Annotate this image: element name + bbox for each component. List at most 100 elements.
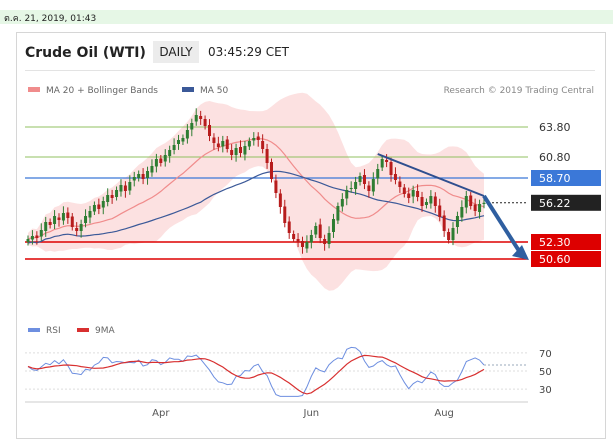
candle-body bbox=[469, 195, 473, 206]
candle-body bbox=[433, 196, 437, 206]
candle-body bbox=[362, 175, 366, 184]
candle-body bbox=[345, 190, 349, 199]
timeframe-badge[interactable]: DAILY bbox=[153, 41, 199, 63]
candle-body bbox=[163, 155, 167, 162]
candle-body bbox=[208, 125, 212, 136]
candle-body bbox=[39, 230, 43, 237]
support-label-box bbox=[531, 234, 601, 250]
x-tick-label: Apr bbox=[152, 408, 170, 419]
candle-body bbox=[447, 232, 451, 240]
candle-body bbox=[66, 212, 70, 218]
candle-body bbox=[318, 224, 322, 238]
candle-body bbox=[230, 150, 234, 155]
candle-body bbox=[438, 205, 442, 217]
ma50-legend-swatch bbox=[182, 87, 194, 92]
ma20-line bbox=[27, 137, 485, 240]
candle-body bbox=[398, 181, 402, 187]
candle-body bbox=[336, 206, 340, 221]
candle-body bbox=[416, 191, 420, 197]
forecast-arrow-head bbox=[512, 245, 529, 260]
candle-body bbox=[75, 228, 79, 231]
candle-body bbox=[478, 204, 482, 212]
candle-body bbox=[358, 176, 362, 182]
support-label-box bbox=[531, 251, 601, 267]
candle-body bbox=[106, 195, 110, 202]
candle-body bbox=[305, 242, 309, 249]
rsi-legend-label: RSI bbox=[46, 326, 61, 336]
candle-body bbox=[97, 204, 101, 209]
candle-body bbox=[61, 213, 65, 221]
candle-body bbox=[190, 123, 194, 130]
candle-body bbox=[296, 239, 300, 242]
candle-body bbox=[216, 143, 220, 147]
candle-body bbox=[84, 216, 88, 223]
candle-body bbox=[234, 148, 238, 155]
candle-body bbox=[146, 171, 150, 178]
candle-body bbox=[154, 159, 158, 167]
candle-body bbox=[247, 141, 251, 147]
candle-body bbox=[287, 221, 291, 233]
candle-body bbox=[473, 204, 477, 211]
candle-body bbox=[119, 185, 123, 192]
candle-body bbox=[115, 190, 119, 197]
candle-body bbox=[48, 222, 52, 225]
downtrend-line bbox=[377, 153, 485, 197]
candle-body bbox=[185, 130, 189, 139]
candle-body bbox=[225, 139, 229, 149]
chart-title: Crude Oil (WTI) bbox=[25, 45, 146, 61]
candle-body bbox=[150, 166, 154, 173]
candle-body bbox=[172, 145, 176, 150]
candle-body bbox=[212, 137, 216, 143]
ma9-legend-label: 9MA bbox=[95, 326, 115, 336]
candle-body bbox=[57, 217, 61, 220]
candle-body bbox=[278, 193, 282, 207]
candle-body bbox=[482, 202, 486, 204]
ma50-legend-label: MA 50 bbox=[200, 86, 229, 96]
candle-body bbox=[349, 188, 353, 189]
candle-body bbox=[309, 235, 313, 243]
candle-body bbox=[451, 228, 455, 240]
candle-body bbox=[88, 211, 92, 218]
rsi-line bbox=[27, 346, 485, 397]
candle-body bbox=[389, 162, 393, 175]
candle-body bbox=[177, 140, 181, 144]
candle-body bbox=[26, 239, 30, 242]
candle-body bbox=[393, 174, 397, 180]
credit-label: Research © 2019 Trading Central bbox=[444, 86, 594, 96]
x-tick-label: Aug bbox=[434, 408, 454, 419]
ma20-legend-swatch bbox=[28, 87, 40, 92]
bollinger-band bbox=[28, 92, 484, 291]
candle-body bbox=[35, 235, 39, 238]
candle-body bbox=[385, 160, 389, 162]
timestamp-text: ต.ค. 21, 2019, 01:43 bbox=[4, 14, 97, 24]
candle-body bbox=[371, 179, 375, 192]
candle-body bbox=[79, 224, 83, 231]
rsi-tick-label: 70 bbox=[539, 349, 552, 360]
ma20-legend-label: MA 20 + Bollinger Bands bbox=[46, 86, 158, 96]
candle-body bbox=[256, 136, 260, 140]
rsi-tick-label: 50 bbox=[539, 367, 552, 378]
candle-body bbox=[265, 149, 269, 163]
candle-body bbox=[407, 193, 411, 198]
ma50-line bbox=[27, 170, 485, 244]
candle-body bbox=[327, 233, 331, 244]
candle-body bbox=[367, 185, 371, 191]
candle-body bbox=[314, 226, 318, 235]
candle-body bbox=[221, 141, 225, 147]
resistance-label: 63.80 bbox=[539, 121, 571, 134]
candle-body bbox=[252, 138, 256, 141]
candle-body bbox=[323, 239, 327, 244]
pivot-label: 58.70 bbox=[539, 172, 571, 185]
support-label: 52.30 bbox=[539, 236, 571, 249]
resistance-label: 60.80 bbox=[539, 151, 571, 164]
candle-body bbox=[292, 234, 296, 239]
candle-body bbox=[199, 116, 203, 119]
candle-body bbox=[455, 216, 459, 227]
rsi-tick-label: 30 bbox=[539, 385, 552, 396]
candle-body bbox=[411, 190, 415, 197]
candle-body bbox=[269, 162, 273, 179]
candle-body bbox=[128, 182, 132, 191]
candle-body bbox=[141, 174, 145, 179]
candle-body bbox=[44, 222, 48, 231]
